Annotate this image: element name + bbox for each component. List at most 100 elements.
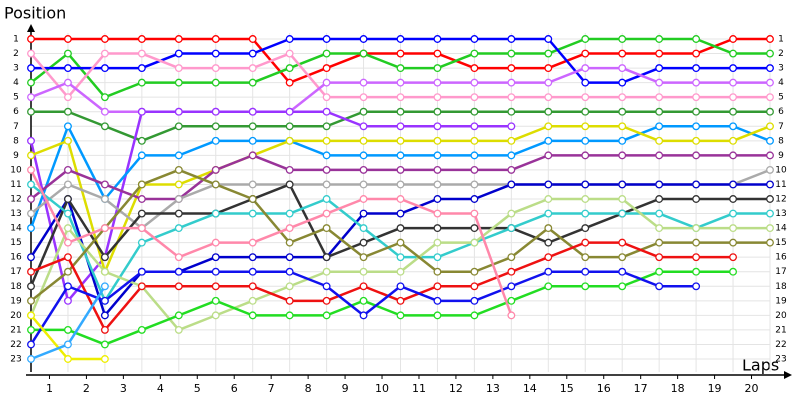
- marker: [248, 35, 257, 43]
- marker: [766, 35, 774, 43]
- marker: [174, 64, 183, 73]
- x-tick-label: 15: [560, 382, 574, 395]
- marker: [507, 78, 516, 87]
- marker: [655, 78, 664, 87]
- marker: [766, 107, 774, 116]
- marker: [396, 78, 405, 87]
- marker: [248, 64, 257, 73]
- marker: [137, 224, 146, 233]
- marker: [359, 93, 368, 102]
- marker: [174, 180, 183, 189]
- y-tick-label: 8: [13, 136, 19, 146]
- marker: [174, 122, 183, 131]
- marker: [63, 64, 72, 73]
- y-tick-label-right: 23: [775, 355, 786, 365]
- marker: [470, 180, 479, 189]
- marker: [618, 122, 627, 131]
- marker: [174, 78, 183, 87]
- marker: [137, 195, 146, 203]
- marker: [100, 107, 109, 116]
- series-line: [30, 241, 734, 332]
- marker: [618, 136, 627, 145]
- marker: [322, 136, 331, 145]
- x-tick-label: 17: [634, 382, 648, 395]
- marker: [396, 253, 405, 262]
- marker: [544, 78, 553, 87]
- y-tick-label-right: 1: [778, 35, 784, 45]
- marker: [470, 267, 479, 276]
- marker: [692, 78, 701, 87]
- y-tick-label-right: 15: [775, 238, 786, 248]
- marker: [470, 49, 479, 58]
- marker: [470, 122, 479, 131]
- marker: [396, 136, 405, 145]
- marker: [27, 107, 35, 116]
- marker: [729, 267, 737, 276]
- marker: [174, 209, 183, 218]
- marker: [174, 165, 183, 174]
- marker: [433, 64, 442, 73]
- marker: [211, 49, 220, 58]
- y-tick-label: 19: [10, 296, 22, 306]
- marker: [766, 224, 774, 233]
- marker: [322, 93, 331, 102]
- marker: [359, 180, 368, 189]
- plot-area: [27, 35, 774, 363]
- marker: [766, 122, 774, 131]
- chart-title: Position: [4, 4, 66, 23]
- marker: [100, 122, 109, 131]
- marker: [285, 224, 294, 233]
- marker: [285, 267, 294, 276]
- marker: [433, 253, 442, 262]
- marker: [27, 355, 35, 363]
- marker: [285, 311, 294, 320]
- marker: [100, 180, 109, 189]
- marker: [322, 64, 331, 73]
- marker: [507, 165, 516, 174]
- y-tick-label: 13: [10, 209, 21, 219]
- marker: [174, 107, 183, 116]
- marker: [63, 355, 72, 363]
- marker: [655, 195, 664, 203]
- marker: [544, 253, 553, 262]
- marker: [433, 165, 442, 174]
- marker: [174, 224, 183, 233]
- marker: [729, 136, 737, 145]
- marker: [211, 136, 220, 145]
- marker: [692, 136, 701, 145]
- marker: [433, 35, 442, 43]
- marker: [174, 267, 183, 276]
- marker: [322, 78, 331, 87]
- marker: [359, 165, 368, 174]
- marker: [544, 209, 553, 218]
- marker: [655, 180, 664, 189]
- marker: [396, 311, 405, 320]
- marker: [211, 238, 220, 247]
- marker: [285, 107, 294, 116]
- marker: [396, 296, 405, 305]
- marker: [433, 151, 442, 160]
- marker: [63, 224, 72, 233]
- y-tick-label-right: 14: [775, 224, 787, 234]
- y-tick-label-right: 6: [778, 107, 784, 117]
- marker: [692, 93, 701, 102]
- x-tick-label: 16: [597, 382, 611, 395]
- marker: [137, 49, 146, 58]
- y-tick-label: 12: [10, 195, 21, 205]
- marker: [248, 136, 257, 145]
- marker: [211, 296, 220, 305]
- marker: [63, 180, 72, 189]
- marker: [766, 209, 774, 218]
- x-tick-label: 9: [342, 382, 349, 395]
- marker: [433, 224, 442, 233]
- marker: [137, 325, 146, 334]
- marker: [322, 282, 331, 291]
- marker: [100, 195, 109, 203]
- marker: [692, 64, 701, 73]
- marker: [655, 151, 664, 160]
- y-tick-label: 4: [13, 78, 19, 88]
- marker: [396, 107, 405, 116]
- marker: [544, 49, 553, 58]
- marker: [470, 282, 479, 291]
- marker: [692, 122, 701, 131]
